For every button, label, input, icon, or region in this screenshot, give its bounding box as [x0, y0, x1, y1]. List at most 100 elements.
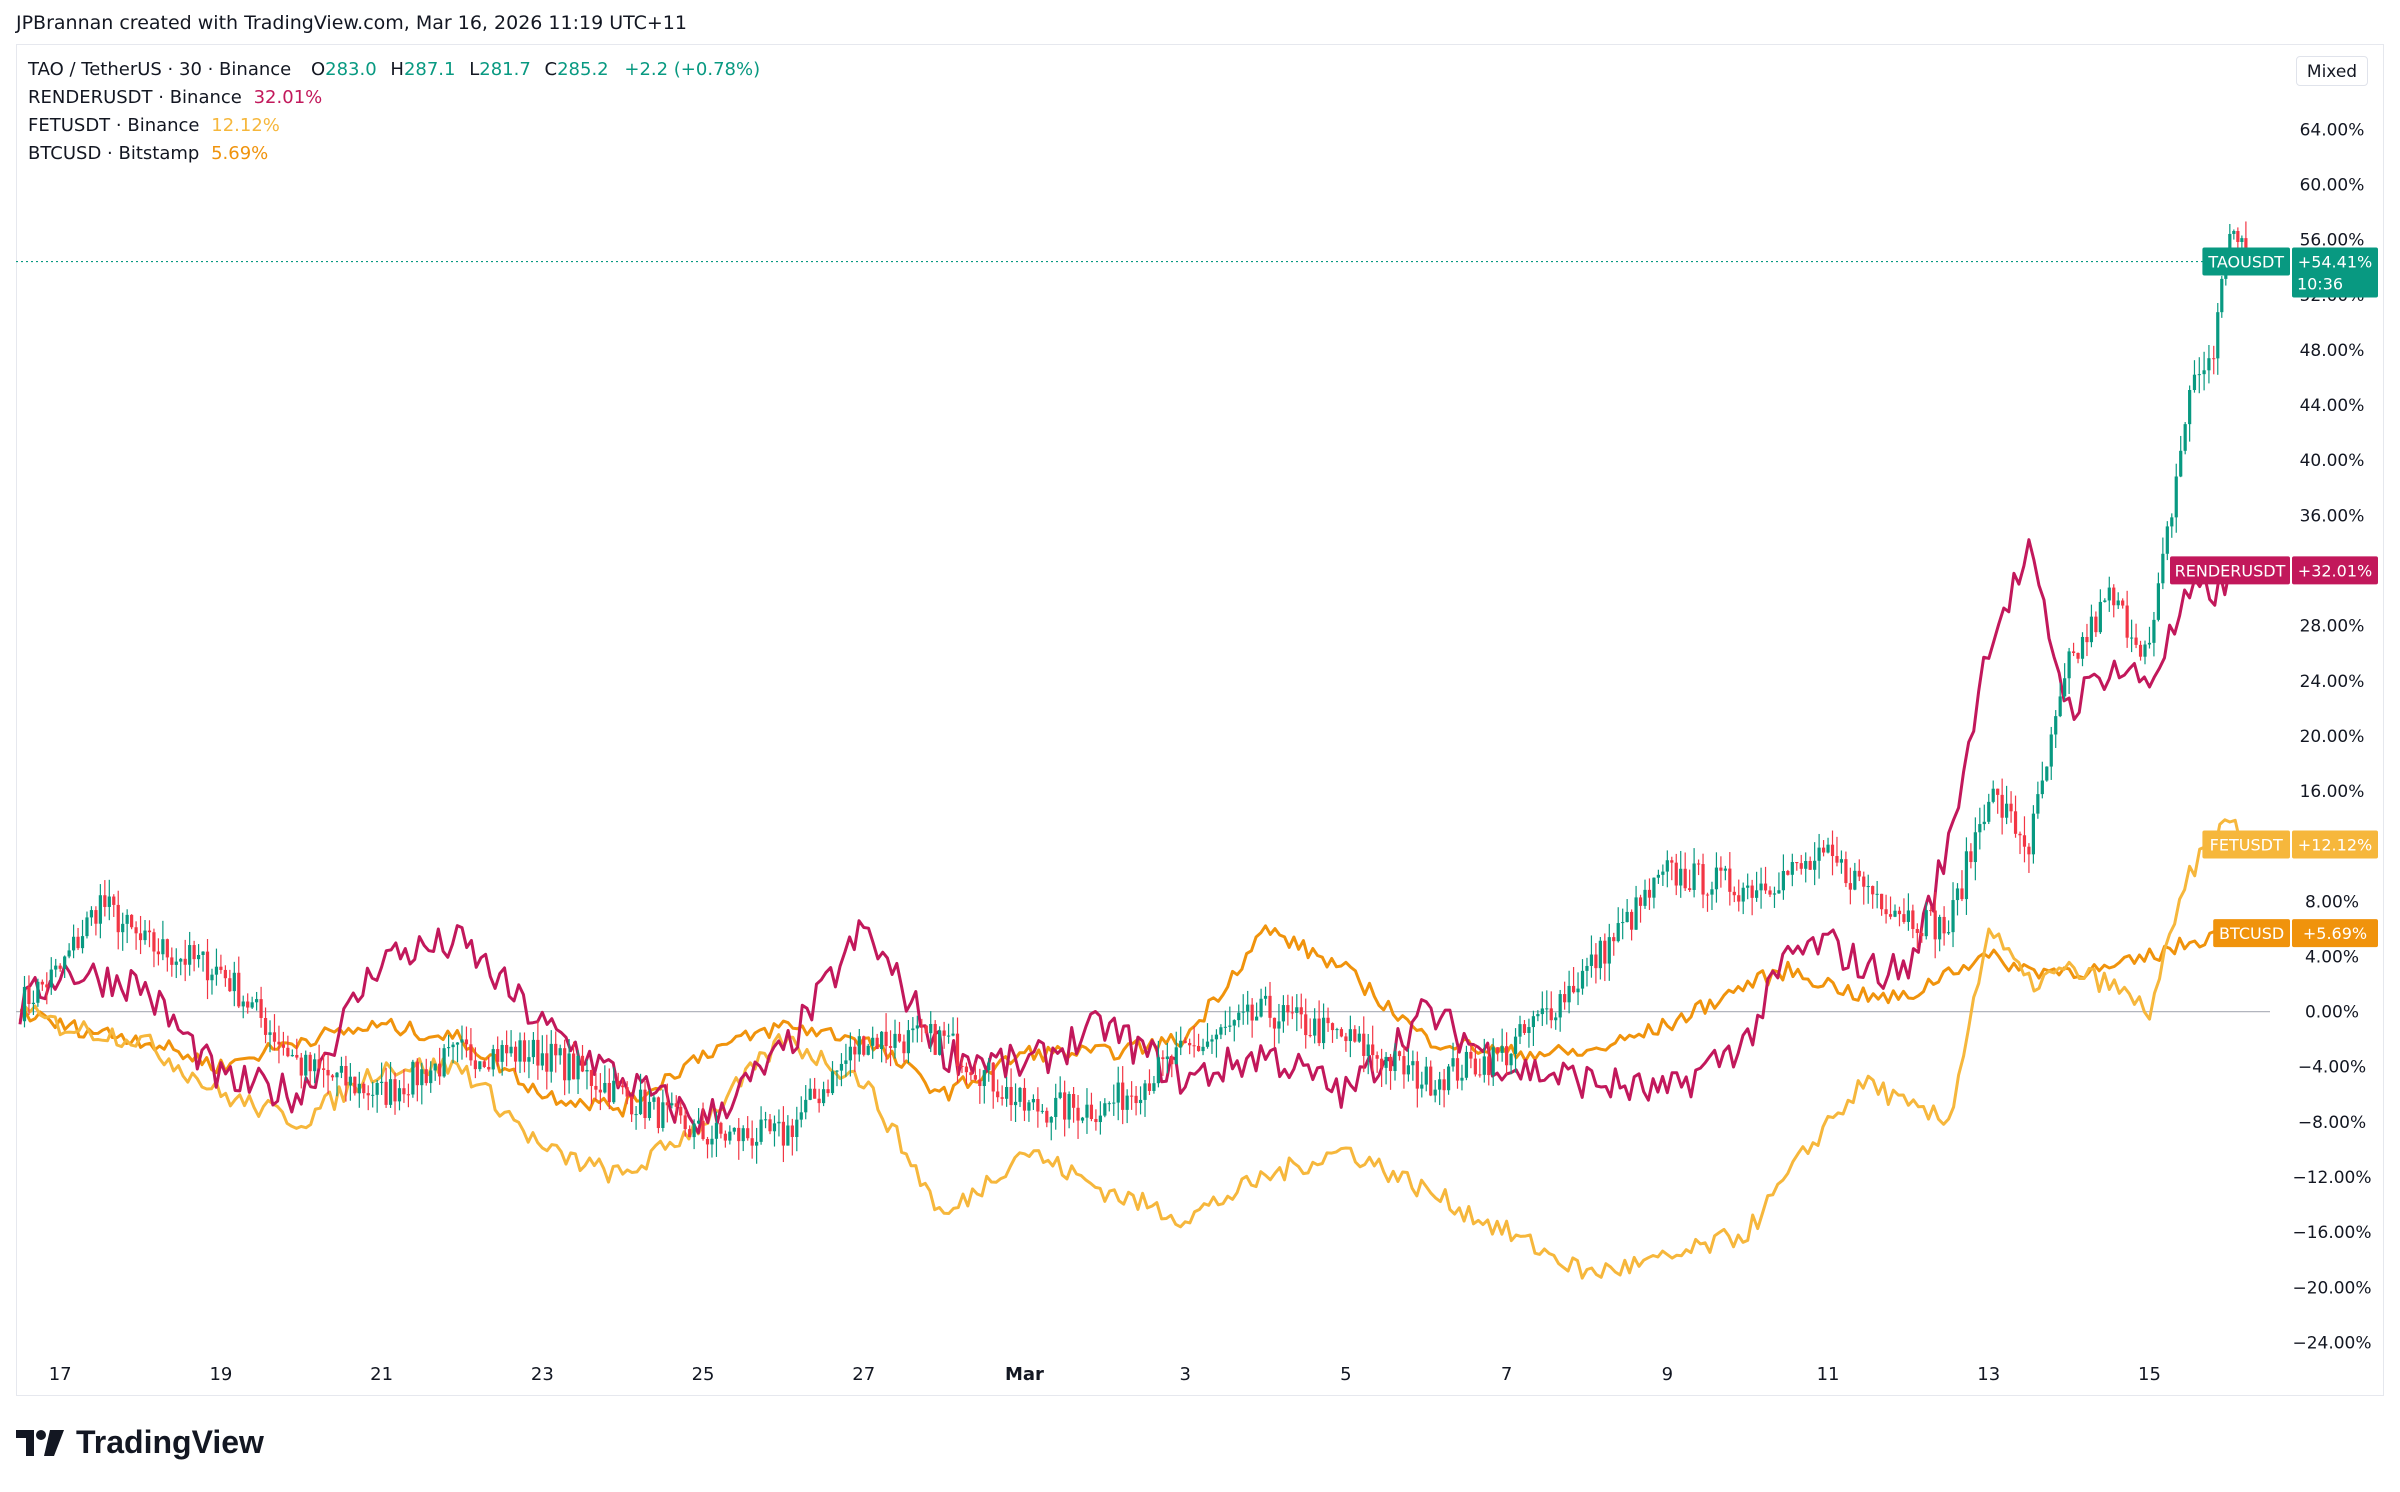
- tao-candle-body[interactable]: [1612, 937, 1616, 942]
- tao-candle-body[interactable]: [839, 1063, 844, 1071]
- tao-candle-body[interactable]: [1554, 1017, 1558, 1021]
- tao-candle-body[interactable]: [567, 1053, 571, 1081]
- tao-candle-body[interactable]: [1991, 788, 1995, 802]
- tao-candle-body[interactable]: [1786, 870, 1790, 875]
- tao-candle-body[interactable]: [661, 1102, 665, 1128]
- tao-candle-body[interactable]: [1728, 868, 1732, 892]
- tao-candle-body[interactable]: [737, 1127, 741, 1142]
- tao-candle-body[interactable]: [1670, 860, 1674, 863]
- tao-candle-body[interactable]: [1031, 1099, 1036, 1103]
- tao-candle-body[interactable]: [790, 1125, 794, 1137]
- tao-candle-body[interactable]: [759, 1119, 763, 1142]
- tao-candle-body[interactable]: [473, 1060, 477, 1070]
- axis-tag-renderusdt[interactable]: RENDERUSDT +32.01%: [2170, 556, 2378, 585]
- tao-candle-body[interactable]: [2013, 811, 2018, 834]
- tao-candle-body[interactable]: [1938, 916, 1942, 940]
- tao-candle-body[interactable]: [871, 1037, 875, 1046]
- tao-candle-body[interactable]: [946, 1035, 951, 1037]
- tao-candle-body[interactable]: [1768, 890, 1772, 895]
- tao-candle-body[interactable]: [237, 972, 241, 1007]
- tao-candle-body[interactable]: [571, 1053, 576, 1080]
- tao-candle-body[interactable]: [85, 917, 89, 937]
- tao-candle-body[interactable]: [1500, 1046, 1504, 1053]
- tao-candle-body[interactable]: [375, 1083, 379, 1095]
- tao-candle-body[interactable]: [1205, 1041, 1210, 1047]
- tao-candle-body[interactable]: [2089, 616, 2094, 643]
- tao-candle-body[interactable]: [170, 957, 174, 965]
- tao-candle-body[interactable]: [219, 966, 223, 970]
- tao-candle-body[interactable]: [2179, 450, 2183, 477]
- tao-candle-body[interactable]: [893, 1033, 897, 1048]
- tao-candle-body[interactable]: [1652, 877, 1656, 898]
- tao-candle-body[interactable]: [2147, 642, 2152, 645]
- tao-candle-body[interactable]: [786, 1125, 790, 1146]
- tao-candle-body[interactable]: [272, 1032, 277, 1042]
- tao-candle-body[interactable]: [866, 1045, 870, 1055]
- tao-candle-body[interactable]: [1250, 1004, 1254, 1021]
- tao-candle-body[interactable]: [1719, 867, 1723, 871]
- tao-candle-body[interactable]: [2040, 780, 2044, 795]
- tao-candle-body[interactable]: [330, 1075, 335, 1078]
- tao-candle-body[interactable]: [1246, 1004, 1250, 1012]
- tao-candle-body[interactable]: [1348, 1029, 1352, 1042]
- tao-candle-body[interactable]: [1996, 788, 2000, 795]
- tao-candle-body[interactable]: [1179, 1040, 1183, 1048]
- tao-candle-body[interactable]: [1960, 888, 1964, 900]
- tao-candle-body[interactable]: [210, 974, 214, 981]
- tao-candle-body[interactable]: [321, 1068, 326, 1070]
- tao-candle-body[interactable]: [1942, 916, 1946, 934]
- tao-candle-body[interactable]: [2027, 846, 2031, 855]
- tao-candle-body[interactable]: [1321, 1017, 1326, 1044]
- tao-candle-body[interactable]: [996, 1091, 1000, 1098]
- tao-candle-body[interactable]: [630, 1096, 634, 1115]
- tao-candle-body[interactable]: [1036, 1099, 1040, 1112]
- tao-candle-body[interactable]: [1563, 994, 1567, 1003]
- tao-candle-body[interactable]: [1835, 856, 1839, 863]
- tao-candle-body[interactable]: [429, 1070, 433, 1084]
- tao-candle-body[interactable]: [1049, 1117, 1053, 1123]
- tao-candle-body[interactable]: [2103, 600, 2107, 602]
- tao-candle-body[interactable]: [1482, 1056, 1486, 1075]
- tao-candle-body[interactable]: [1781, 870, 1785, 891]
- tao-candle-body[interactable]: [915, 1025, 919, 1029]
- tao-candle-body[interactable]: [505, 1044, 509, 1054]
- tao-candle-body[interactable]: [670, 1103, 674, 1106]
- tao-candle-body[interactable]: [2022, 835, 2027, 847]
- tao-candle-body[interactable]: [1192, 1045, 1196, 1047]
- tao-candle-body[interactable]: [1594, 954, 1598, 969]
- axis-tag-btcusd[interactable]: BTCUSD +5.69%: [2213, 919, 2378, 948]
- tao-candle-body[interactable]: [1152, 1083, 1156, 1091]
- tao-candle-body[interactable]: [701, 1120, 705, 1140]
- tao-candle-body[interactable]: [1897, 910, 1902, 915]
- tao-candle-body[interactable]: [1536, 1014, 1540, 1017]
- tao-candle-body[interactable]: [451, 1044, 455, 1048]
- tao-candle-body[interactable]: [31, 1002, 36, 1005]
- tao-candle-body[interactable]: [719, 1122, 723, 1134]
- tao-candle-body[interactable]: [2232, 231, 2236, 234]
- tao-candle-body[interactable]: [366, 1093, 370, 1096]
- tao-candle-body[interactable]: [969, 1072, 973, 1076]
- tao-candle-body[interactable]: [741, 1128, 745, 1142]
- tao-candle-body[interactable]: [1460, 1077, 1464, 1081]
- tao-candle-body[interactable]: [255, 999, 259, 1003]
- tao-candle-body[interactable]: [1821, 847, 1826, 853]
- tao-candle-body[interactable]: [1375, 1055, 1379, 1059]
- tao-candle-body[interactable]: [522, 1040, 527, 1062]
- tao-candle-body[interactable]: [1397, 1051, 1402, 1057]
- tao-candle-body[interactable]: [875, 1037, 879, 1049]
- tao-candle-body[interactable]: [1143, 1083, 1147, 1100]
- tao-candle-body[interactable]: [902, 1041, 906, 1054]
- tao-candle-body[interactable]: [549, 1043, 553, 1072]
- tao-candle-body[interactable]: [121, 923, 125, 933]
- tao-candle-body[interactable]: [246, 1001, 250, 1008]
- tao-candle-body[interactable]: [1808, 860, 1812, 870]
- tao-candle-body[interactable]: [1737, 895, 1741, 902]
- tao-candle-body[interactable]: [2183, 424, 2187, 451]
- tao-candle-body[interactable]: [1469, 1051, 1473, 1059]
- tao-candle-body[interactable]: [2240, 238, 2244, 242]
- tao-candle-body[interactable]: [728, 1131, 732, 1141]
- tao-candle-body[interactable]: [513, 1046, 518, 1062]
- tao-candle-body[interactable]: [353, 1076, 357, 1094]
- tao-candle-body[interactable]: [1237, 1012, 1241, 1021]
- tao-candle-body[interactable]: [656, 1097, 661, 1128]
